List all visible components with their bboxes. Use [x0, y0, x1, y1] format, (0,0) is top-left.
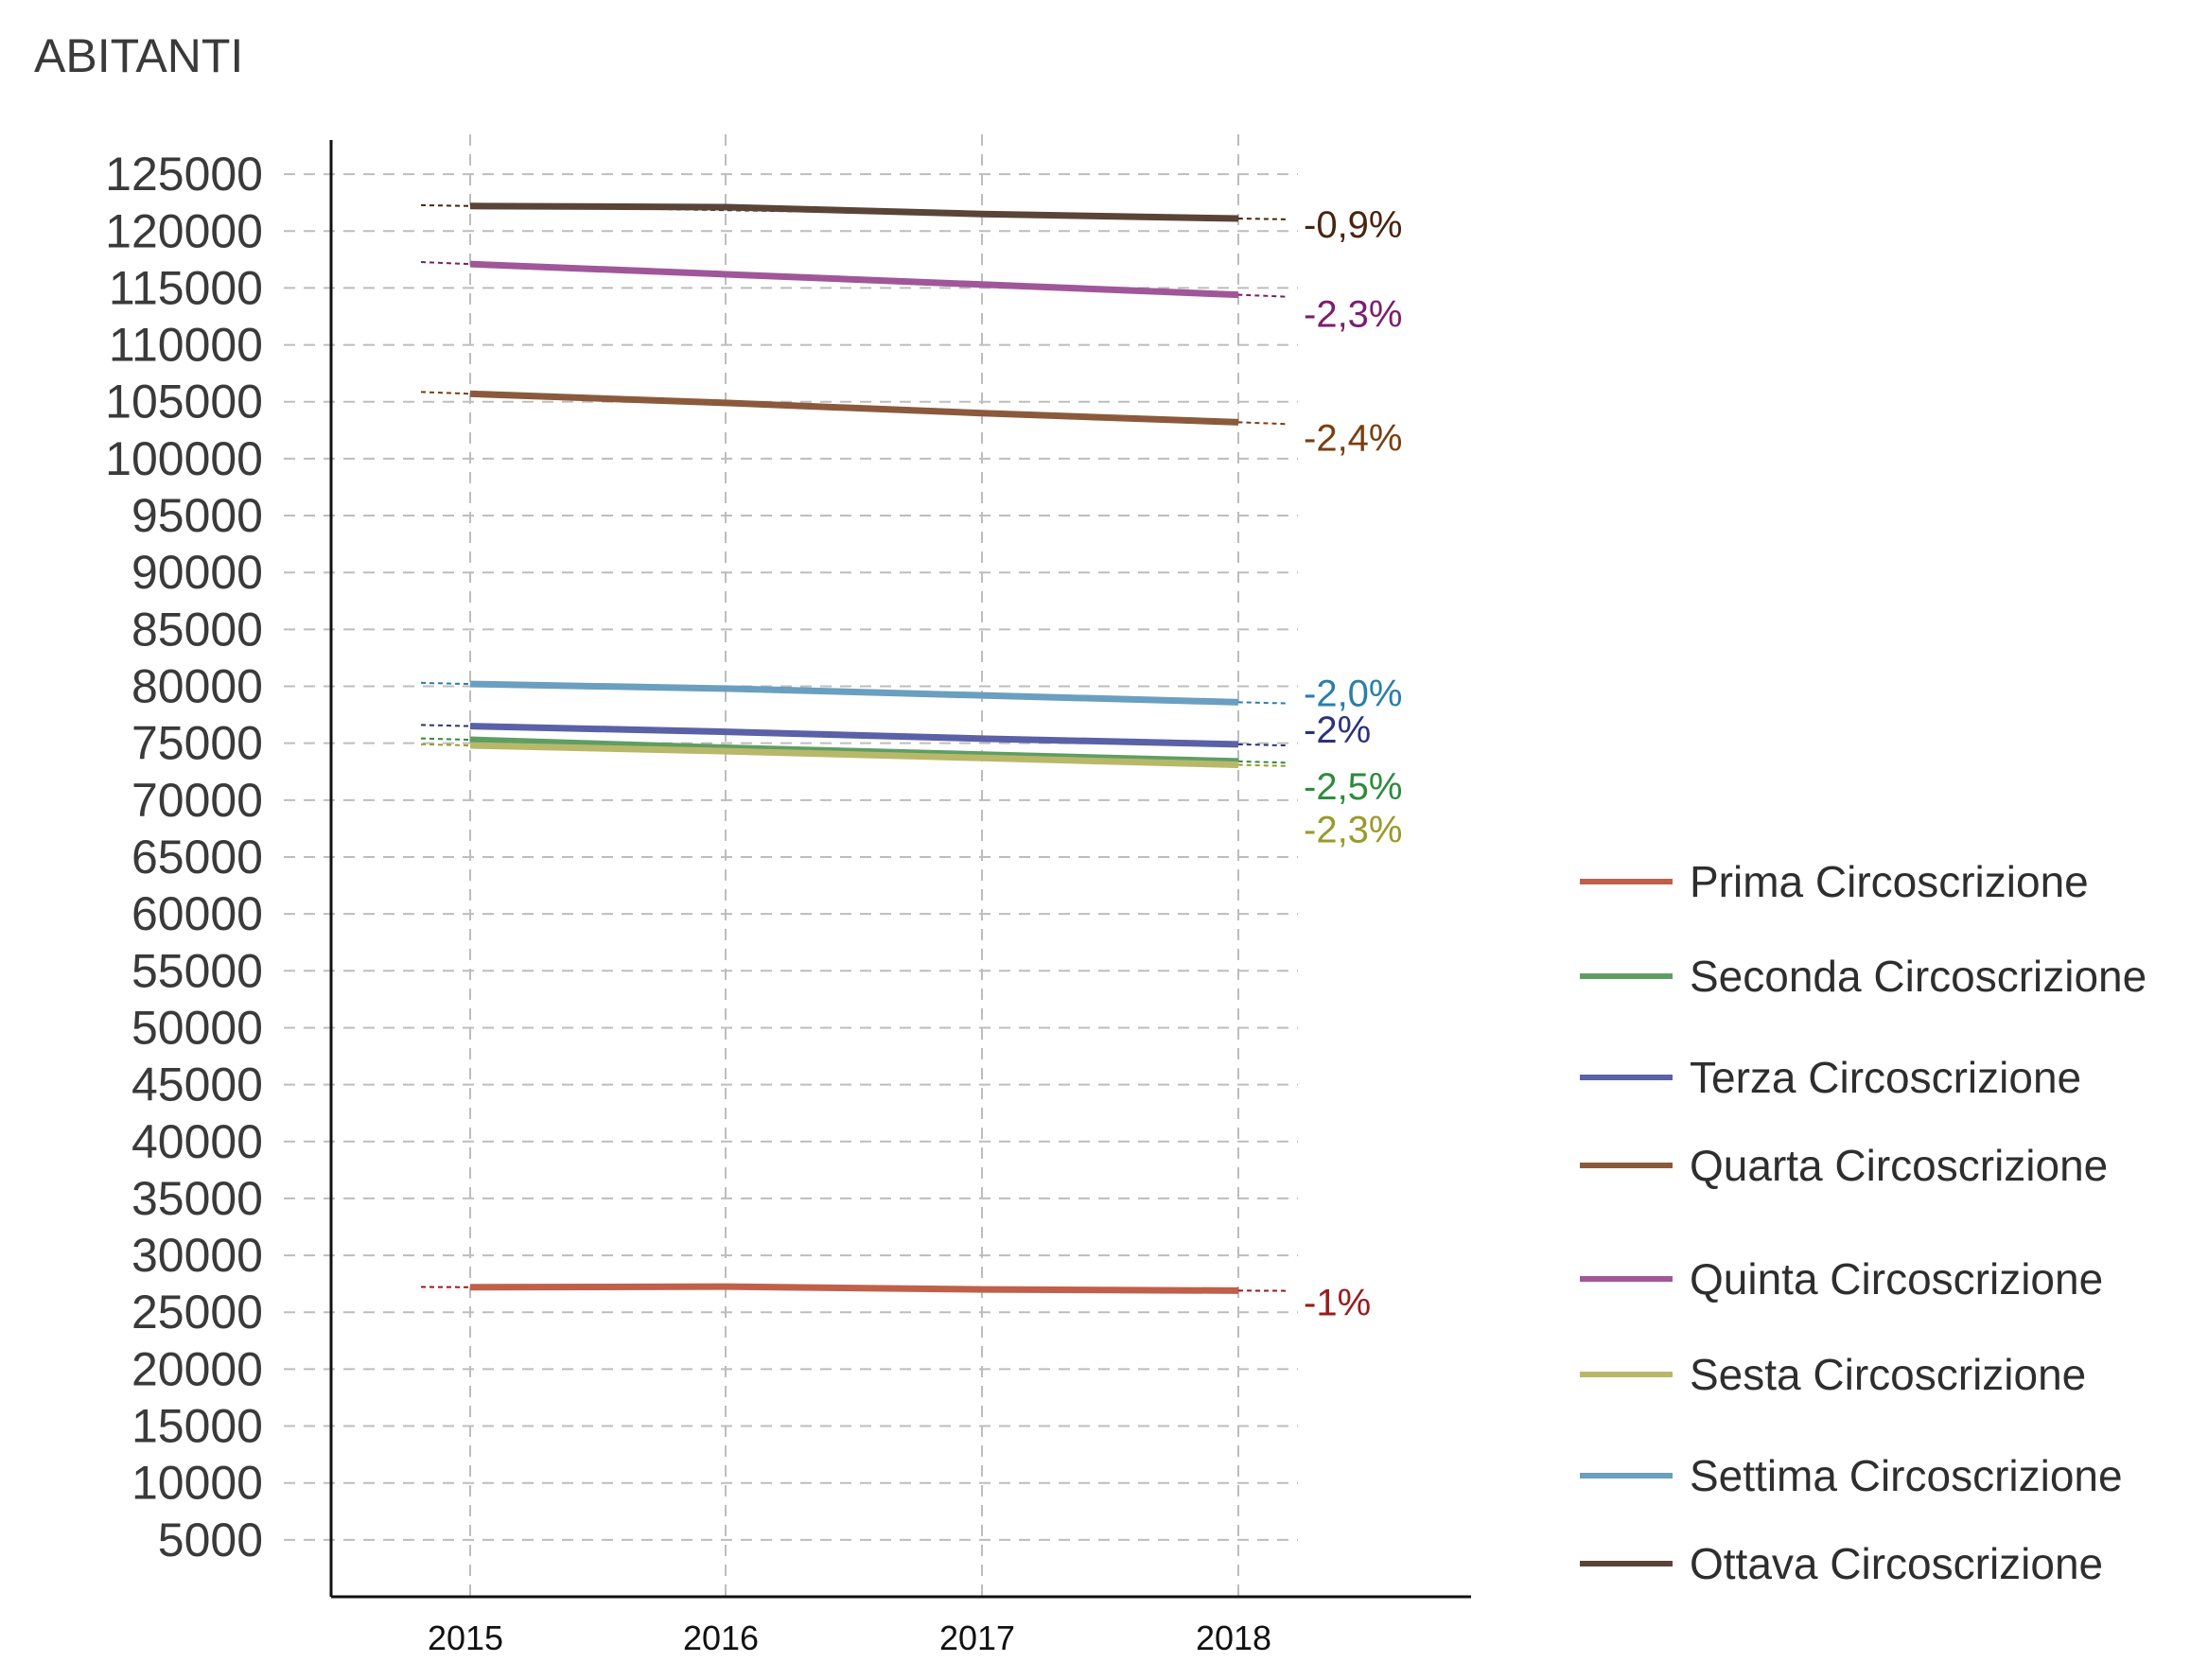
- y-tick-label: 50000: [131, 1001, 263, 1054]
- series-lines: [469, 202, 1239, 1294]
- legend-item: Settima Circoscrizione: [1580, 1450, 2123, 1501]
- series-line: [469, 260, 1239, 299]
- grid-lines: [284, 134, 1298, 1597]
- legend-item: Sesta Circoscrizione: [1580, 1349, 2086, 1400]
- legend-line-swatch: [1580, 1561, 1673, 1566]
- change-label: -0,9%: [1304, 204, 1403, 246]
- y-tick-label: 15000: [131, 1400, 263, 1453]
- y-tick-label: 10000: [131, 1457, 263, 1510]
- y-tick-label: 95000: [131, 489, 263, 542]
- series-line: [469, 1283, 1239, 1294]
- legend-label: Terza Circoscrizione: [1690, 1053, 2082, 1102]
- change-label: -2,3%: [1304, 294, 1403, 336]
- y-tick-label: 115000: [109, 261, 263, 314]
- legend-line-swatch: [1580, 973, 1673, 979]
- series-line: [469, 202, 1239, 222]
- change-labels: -1% -2,5% -2% -2,4% -2,3% -2,3% -2,0% -0,9%: [1304, 204, 1403, 1323]
- y-tick-label: 90000: [131, 546, 263, 599]
- x-tick-label: 2015: [428, 1619, 503, 1657]
- legend-item: Quarta Circoscrizione: [1580, 1140, 2108, 1191]
- y-tick-label: 65000: [131, 831, 263, 884]
- y-tick-label: 70000: [131, 774, 263, 827]
- series-line: [469, 736, 1239, 765]
- x-tick-label: 2018: [1196, 1619, 1271, 1657]
- change-label: -2,3%: [1304, 810, 1403, 851]
- legend-line-swatch: [1580, 1075, 1673, 1080]
- legend-item: Ottava Circoscrizione: [1580, 1538, 2103, 1589]
- legend: Prima Circoscrizione Seconda Circoscrizio…: [1580, 0, 2204, 1680]
- legend-item: Seconda Circoscrizione: [1580, 951, 2147, 1002]
- legend-item: Quinta Circoscrizione: [1580, 1253, 2103, 1304]
- change-label: -2%: [1304, 709, 1371, 751]
- y-tick-label: 105000: [105, 376, 263, 429]
- series-line: [469, 742, 1239, 769]
- y-tick-label: 120000: [105, 204, 263, 257]
- y-tick-label: 125000: [105, 148, 263, 201]
- y-axis-title: ABITANTI: [34, 29, 244, 82]
- change-label: -2,0%: [1304, 673, 1403, 714]
- legend-label: Sesta Circoscrizione: [1690, 1350, 2087, 1399]
- y-tick-label: 45000: [131, 1059, 263, 1111]
- x-tick-label: 2017: [939, 1619, 1015, 1657]
- y-tick-label: 100000: [105, 432, 263, 485]
- y-tick-label: 30000: [131, 1229, 263, 1282]
- y-tick-label: 110000: [109, 319, 263, 372]
- legend-label: Seconda Circoscrizione: [1690, 952, 2147, 1001]
- legend-label: Quarta Circoscrizione: [1690, 1141, 2109, 1190]
- y-tick-label: 40000: [131, 1115, 263, 1168]
- y-tick-label: 75000: [131, 717, 263, 770]
- legend-item: Terza Circoscrizione: [1580, 1052, 2081, 1103]
- legend-line-swatch: [1580, 879, 1673, 884]
- y-axis-ticks: 5000100001500020000250003000035000400004…: [105, 148, 263, 1566]
- x-tick-label: 2016: [683, 1619, 759, 1657]
- series-line: [469, 680, 1239, 706]
- series-line: [469, 390, 1239, 426]
- series-line: [469, 723, 1239, 748]
- axes: [329, 140, 1471, 1599]
- y-tick-label: 85000: [131, 603, 263, 656]
- change-label: -1%: [1304, 1282, 1371, 1323]
- legend-label: Settima Circoscrizione: [1690, 1451, 2123, 1500]
- legend-line-swatch: [1580, 1163, 1673, 1168]
- y-tick-label: 55000: [131, 944, 263, 997]
- legend-label: Prima Circoscrizione: [1690, 857, 2089, 906]
- y-tick-label: 60000: [131, 887, 263, 940]
- x-axis-ticks: 2015 2016 2017 2018: [428, 1619, 1271, 1657]
- change-label: -2,5%: [1304, 766, 1403, 808]
- legend-line-swatch: [1580, 1276, 1673, 1282]
- legend-item: Prima Circoscrizione: [1580, 856, 2089, 907]
- y-tick-label: 5000: [158, 1514, 263, 1566]
- legend-line-swatch: [1580, 1473, 1673, 1479]
- y-tick-label: 25000: [131, 1286, 263, 1339]
- y-tick-label: 80000: [131, 660, 263, 713]
- legend-label: Ottava Circoscrizione: [1690, 1539, 2104, 1588]
- change-label: -2,4%: [1304, 417, 1403, 459]
- y-tick-label: 20000: [131, 1342, 263, 1395]
- legend-label: Quinta Circoscrizione: [1690, 1254, 2104, 1304]
- legend-line-swatch: [1580, 1372, 1673, 1377]
- y-tick-label: 35000: [131, 1172, 263, 1225]
